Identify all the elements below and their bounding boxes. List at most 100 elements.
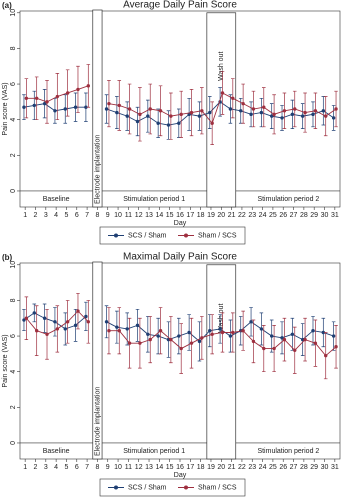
point bbox=[84, 314, 88, 319]
x-tick-label: 21 bbox=[228, 212, 236, 219]
x-tick-label: 31 bbox=[331, 212, 339, 219]
point bbox=[249, 320, 253, 324]
washout-box bbox=[206, 264, 237, 460]
x-tick-label: 4 bbox=[54, 212, 58, 219]
x-tick-label: 19 bbox=[207, 212, 215, 219]
point bbox=[262, 105, 266, 109]
point bbox=[86, 84, 90, 88]
x-axis-label: Day bbox=[174, 472, 187, 479]
point bbox=[280, 116, 284, 120]
point bbox=[135, 323, 140, 328]
y-tick-label: 10 bbox=[10, 261, 17, 269]
point bbox=[239, 109, 243, 113]
point bbox=[187, 330, 191, 335]
x-tick-label: 7 bbox=[85, 212, 89, 219]
point bbox=[197, 114, 202, 118]
point bbox=[300, 337, 305, 342]
x-tick-label: 31 bbox=[331, 464, 339, 471]
point bbox=[127, 341, 132, 345]
x-tick-label: 11 bbox=[125, 464, 132, 471]
x-tick-label: 24 bbox=[259, 212, 267, 219]
point bbox=[148, 107, 152, 111]
point bbox=[86, 320, 90, 324]
point bbox=[220, 91, 225, 95]
point bbox=[177, 121, 181, 125]
x-tick-label: 13 bbox=[145, 464, 153, 471]
point bbox=[197, 339, 202, 344]
y-tick-label: 0 bbox=[10, 441, 17, 445]
x-tick-label: 8 bbox=[95, 464, 99, 471]
period-label: Stimulation period 1 bbox=[123, 448, 185, 455]
point bbox=[55, 327, 60, 331]
point bbox=[300, 114, 305, 118]
point bbox=[179, 112, 183, 117]
point bbox=[53, 320, 57, 324]
x-tick-label: 17 bbox=[186, 464, 194, 471]
panel: (b) Maximal Daily Pain Score Baseline Elect… bbox=[2, 252, 341, 497]
point bbox=[55, 94, 60, 99]
point bbox=[251, 339, 256, 344]
legend-marker bbox=[114, 485, 118, 490]
point bbox=[117, 103, 121, 108]
x-tick-label: 8 bbox=[95, 212, 99, 219]
point bbox=[42, 101, 47, 106]
y-tick-label: 10 bbox=[10, 9, 17, 17]
x-tick-label: 30 bbox=[321, 464, 329, 471]
point bbox=[331, 334, 336, 338]
point bbox=[290, 332, 295, 336]
point bbox=[146, 114, 150, 118]
x-tick-label: 10 bbox=[114, 464, 122, 471]
point bbox=[208, 329, 212, 333]
point bbox=[262, 346, 266, 351]
point bbox=[189, 341, 194, 345]
point bbox=[280, 336, 284, 340]
point bbox=[210, 121, 214, 125]
x-tick-label: 29 bbox=[310, 464, 318, 471]
point bbox=[259, 327, 264, 331]
point bbox=[104, 320, 109, 324]
x-tick-label: 18 bbox=[197, 212, 205, 219]
period-label: Stimulation period 1 bbox=[123, 196, 185, 203]
x-tick-label: 11 bbox=[125, 212, 132, 219]
x-tick-label: 25 bbox=[269, 212, 277, 219]
point bbox=[166, 123, 171, 127]
point bbox=[117, 329, 121, 333]
point bbox=[179, 346, 183, 351]
point bbox=[313, 109, 318, 113]
point bbox=[34, 96, 39, 101]
x-tick-label: 21 bbox=[228, 464, 236, 471]
x-tick-label: 13 bbox=[145, 212, 153, 219]
point bbox=[158, 109, 163, 113]
point bbox=[107, 329, 111, 333]
point bbox=[32, 103, 36, 108]
x-tick-label: 3 bbox=[44, 212, 48, 219]
x-tick-label: 27 bbox=[290, 464, 298, 471]
x-tick-label: 28 bbox=[300, 464, 308, 471]
x-tick-label: 26 bbox=[279, 464, 287, 471]
period-label: Electrode implantation bbox=[94, 135, 101, 204]
y-tick-label: 0 bbox=[10, 189, 17, 193]
point bbox=[303, 110, 307, 115]
point bbox=[22, 318, 26, 322]
x-tick-label: 23 bbox=[248, 464, 256, 471]
y-tick-label: 2 bbox=[10, 405, 17, 409]
point bbox=[189, 110, 194, 115]
y-axis-label: Pain score (VAS) bbox=[2, 82, 9, 135]
point bbox=[156, 121, 160, 125]
x-tick-label: 9 bbox=[106, 212, 110, 219]
point bbox=[63, 327, 67, 331]
x-tick-label: 24 bbox=[259, 464, 267, 471]
x-tick-label: 9 bbox=[106, 464, 110, 471]
y-tick-label: 8 bbox=[10, 298, 17, 302]
x-tick-label: 19 bbox=[207, 464, 215, 471]
point bbox=[22, 105, 26, 109]
legend-label: SCS / Sham bbox=[128, 232, 167, 239]
x-axis-label: Day bbox=[174, 220, 187, 227]
point bbox=[241, 101, 245, 106]
x-tick-label: 1 bbox=[23, 464, 27, 471]
point bbox=[158, 329, 163, 333]
point bbox=[24, 316, 29, 320]
point bbox=[200, 336, 204, 340]
x-tick-label: 22 bbox=[238, 464, 246, 471]
x-tick-label: 10 bbox=[114, 212, 122, 219]
